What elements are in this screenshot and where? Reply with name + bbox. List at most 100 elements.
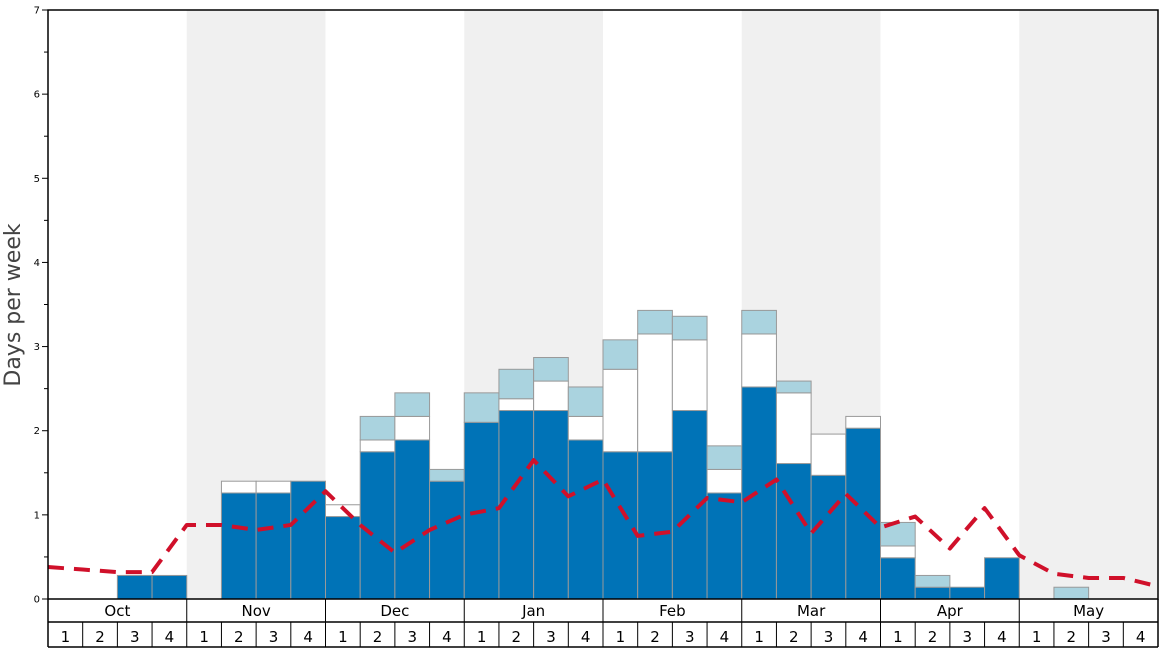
week-label: 1 <box>477 628 487 646</box>
y-tick-label: 0 <box>34 595 40 606</box>
bar-middle-15 <box>567 415 604 441</box>
bar-base-26 <box>949 586 986 600</box>
bar-base-21 <box>775 463 812 600</box>
week-label: 3 <box>1101 628 1111 646</box>
month-shading <box>186 10 1158 599</box>
bar-base-27 <box>984 557 1020 600</box>
bar-top-12 <box>463 392 500 423</box>
y-tick-label: 5 <box>34 174 40 185</box>
bar-base-8 <box>325 516 361 600</box>
week-label: 4 <box>303 628 313 646</box>
bar-middle-24 <box>880 545 916 559</box>
week-label: 3 <box>269 628 279 646</box>
week-label: 2 <box>1067 628 1077 646</box>
bar-base-17 <box>637 451 673 600</box>
month-label-nov: Nov <box>241 602 270 620</box>
week-label: 2 <box>789 628 799 646</box>
bar-base-3 <box>151 574 188 600</box>
month-label-oct: Oct <box>104 602 130 620</box>
x-axis: Oct 1 2 3 4 Nov 1 2 3 4 Dec 1 2 3 4 Jan 1 2 3 4 Feb 1 2 3 4 Mar 1 2… <box>47 599 1159 648</box>
bar-middle-13 <box>498 398 535 412</box>
bar-top-9 <box>359 415 396 441</box>
week-label: 3 <box>130 628 140 646</box>
week-label: 1 <box>199 628 209 646</box>
bar-top-21 <box>775 380 812 394</box>
y-tick-label: 2 <box>34 426 40 437</box>
week-label: 4 <box>720 628 730 646</box>
bar-base-23 <box>845 427 881 600</box>
week-label: 3 <box>407 628 417 646</box>
bar-base-5 <box>220 492 257 600</box>
bar-top-10 <box>394 392 431 417</box>
y-axis-label: Days per week <box>1 223 26 386</box>
bar-base-24 <box>880 557 916 600</box>
y-axis: 0 1 2 3 4 5 6 7 <box>34 6 48 606</box>
month-label-apr: Apr <box>937 602 964 620</box>
week-label: 2 <box>928 628 938 646</box>
bar-base-11 <box>429 480 465 600</box>
week-label: 3 <box>685 628 695 646</box>
bar-top-29 <box>1053 586 1090 600</box>
bar-middle-10 <box>394 415 431 441</box>
bar-base-19 <box>706 492 743 600</box>
week-label: 1 <box>754 628 764 646</box>
week-label: 3 <box>546 628 556 646</box>
week-label: 4 <box>581 628 591 646</box>
month-label-may: May <box>1073 602 1104 620</box>
bar-base-7 <box>290 480 326 600</box>
bar-base-10 <box>394 439 431 600</box>
bar-base-20 <box>741 386 777 600</box>
week-label: 1 <box>61 628 71 646</box>
bar-base-25 <box>914 586 951 600</box>
bar-base-6 <box>255 492 292 600</box>
bar-middle-16 <box>602 368 639 453</box>
bar-top-19 <box>706 445 743 470</box>
y-tick-label: 6 <box>34 90 40 101</box>
week-label: 2 <box>650 628 660 646</box>
week-label: 2 <box>234 628 244 646</box>
bar-top-16 <box>602 339 639 370</box>
month-label-feb: Feb <box>659 602 686 620</box>
bar-middle-23 <box>845 415 881 429</box>
y-tick-label: 3 <box>34 342 40 353</box>
bar-middle-20 <box>741 333 777 388</box>
bar-top-18 <box>671 315 708 341</box>
bar-middle-21 <box>775 392 812 465</box>
month-label-mar: Mar <box>797 602 826 620</box>
week-label: 2 <box>512 628 522 646</box>
week-label: 4 <box>442 628 452 646</box>
month-label-dec: Dec <box>380 602 409 620</box>
bar-middle-6 <box>255 480 292 494</box>
week-label: 2 <box>373 628 383 646</box>
bar-middle-19 <box>706 468 743 494</box>
bar-middle-22 <box>810 433 847 476</box>
bar-top-15 <box>567 386 604 417</box>
bar-base-22 <box>810 474 847 600</box>
bar-base-14 <box>533 410 569 600</box>
week-label: 4 <box>858 628 868 646</box>
week-label: 1 <box>1032 628 1042 646</box>
bar-middle-17 <box>637 333 673 453</box>
bar-top-14 <box>533 357 569 382</box>
week-label: 1 <box>893 628 903 646</box>
week-label: 4 <box>165 628 175 646</box>
bar-top-25 <box>914 574 951 588</box>
bar-top-20 <box>741 309 777 335</box>
average-line <box>47 458 1159 589</box>
bar-top-13 <box>498 368 535 400</box>
bar-top-11 <box>429 468 465 482</box>
week-label: 3 <box>962 628 972 646</box>
week-label: 4 <box>997 628 1007 646</box>
y-tick-label: 1 <box>34 510 40 521</box>
bar-base-15 <box>567 439 604 600</box>
month-shade-may <box>1019 10 1158 599</box>
week-label: 1 <box>338 628 348 646</box>
bar-middle-5 <box>220 480 257 494</box>
bar-middle-18 <box>671 339 708 412</box>
y-tick-label: 4 <box>34 258 40 269</box>
average-polyline <box>47 458 1159 589</box>
bar-base-2 <box>116 574 153 600</box>
week-label: 2 <box>95 628 105 646</box>
y-tick-label: 7 <box>34 6 40 17</box>
